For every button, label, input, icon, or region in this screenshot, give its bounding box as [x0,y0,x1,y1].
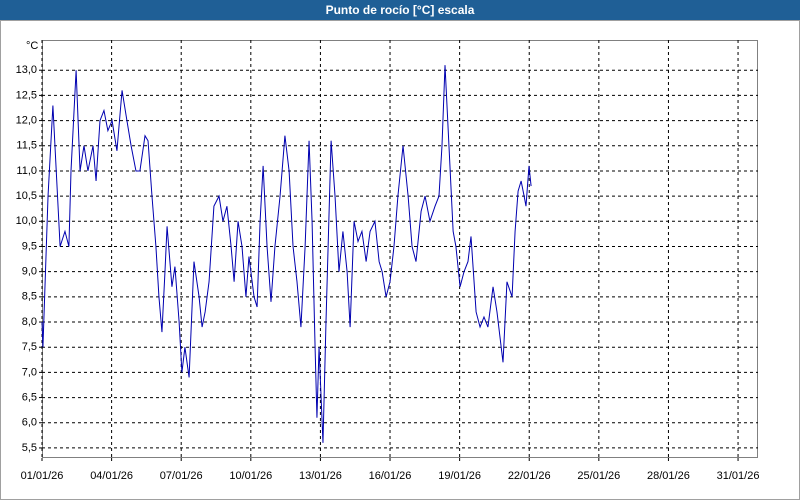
y-tick-label: 7,5 [22,341,37,353]
x-tick-label: 07/01/26 [160,470,203,482]
y-tick-label: 12,5 [16,89,37,101]
y-tick-label: 10,0 [16,215,37,227]
y-tick-label: 8,0 [22,316,37,328]
y-tick-label: 7,0 [22,366,37,378]
x-tick-label: 01/01/26 [21,470,64,482]
x-tick-label: 10/01/26 [229,470,272,482]
y-tick-label: 13,0 [16,64,37,76]
y-tick-label: 11,0 [16,165,37,177]
y-tick-label: 6,5 [22,391,37,403]
x-tick-label: 22/01/26 [508,470,551,482]
y-axis-unit: °C [26,40,38,52]
x-tick-label: 16/01/26 [369,470,412,482]
x-tick-label: 31/01/26 [717,470,760,482]
x-tick-label: 13/01/26 [299,470,342,482]
x-tick-label: 19/01/26 [438,470,481,482]
y-tick-label: 10,5 [16,190,37,202]
chart-title: Punto de rocío [°C] escala [326,3,475,17]
x-tick-label: 28/01/26 [647,470,690,482]
y-tick-label: 5,5 [22,442,37,454]
y-tick-label: 8,5 [22,291,37,303]
x-tick-label: 25/01/26 [577,470,620,482]
x-tick-label: 04/01/26 [90,470,133,482]
y-tick-label: 9,5 [22,240,37,252]
y-tick-label: 9,0 [22,266,37,278]
data-line [41,65,532,443]
y-tick-label: 11,5 [16,140,37,152]
title-bar [0,0,800,20]
y-tick-label: 6,0 [22,417,37,429]
plot-frame [42,40,758,458]
y-tick-label: 12,0 [16,114,37,126]
